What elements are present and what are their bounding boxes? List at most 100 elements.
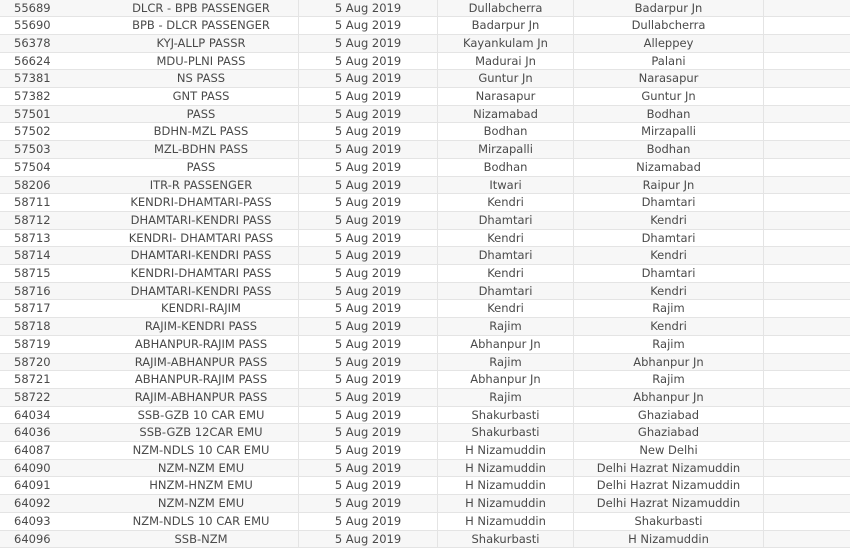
empty-cell	[763, 52, 850, 71]
train-name-cell: RAJIM-KENDRI PASS	[104, 317, 299, 336]
train-number-cell: 64092	[0, 494, 104, 513]
date-cell: 5 Aug 2019	[298, 299, 438, 319]
table-row: 55689 DLCR - BPB PASSENGER 5 Aug 2019 Dulla…	[0, 0, 850, 18]
from-station-cell: Mirzapalli	[437, 140, 574, 159]
table-row: 64090 NZM-NZM EMU 5 Aug 2019 H Nizamuddin De…	[0, 459, 850, 478]
train-name-cell: ABHANPUR-RAJIM PASS	[104, 370, 299, 389]
date-cell: 5 Aug 2019	[298, 370, 438, 389]
table-row: 58711 KENDRI-DHAMTARI-PASS 5 Aug 2019 Kendr…	[0, 193, 850, 212]
to-station-cell: Abhanpur Jn	[573, 388, 764, 407]
train-number-cell: 58206	[0, 176, 104, 195]
date-cell: 5 Aug 2019	[298, 282, 438, 301]
from-station-cell: Dhamtari	[437, 282, 574, 301]
from-station-cell: Narasapur	[437, 87, 574, 106]
table-row: 58715 KENDRI-DHAMTARI PASS 5 Aug 2019 Kendr…	[0, 264, 850, 283]
empty-cell	[763, 211, 850, 230]
from-station-cell: Shakurbasti	[437, 406, 574, 425]
from-station-cell: Bodhan	[437, 158, 574, 177]
date-cell: 5 Aug 2019	[298, 158, 438, 177]
date-cell: 5 Aug 2019	[298, 476, 438, 496]
table-row: 57381 NS PASS 5 Aug 2019 Guntur Jn Narasapur	[0, 69, 850, 89]
date-cell: 5 Aug 2019	[298, 229, 438, 248]
train-name-cell: SSB-NZM	[104, 530, 299, 549]
empty-cell	[763, 193, 850, 212]
train-name-cell: MZL-BDHN PASS	[104, 140, 299, 159]
train-number-cell: 58713	[0, 229, 104, 248]
train-number-cell: 58716	[0, 282, 104, 301]
from-station-cell: Dhamtari	[437, 246, 574, 266]
from-station-cell: H Nizamuddin	[437, 441, 574, 460]
table-row: 64096 SSB-NZM 5 Aug 2019 Shakurbasti H Nizam…	[0, 530, 850, 549]
empty-cell	[763, 122, 850, 142]
train-number-cell: 58718	[0, 317, 104, 336]
table-row: 64036 SSB-GZB 12CAR EMU 5 Aug 2019 Shakurba…	[0, 423, 850, 443]
table-row: 58713 KENDRI- DHAMTARI PASS 5 Aug 2019 Kend…	[0, 229, 850, 248]
train-name-cell: HNZM-HNZM EMU	[104, 476, 299, 496]
to-station-cell: Delhi Hazrat Nizamuddin	[573, 494, 764, 513]
table-row: 58712 DHAMTARI-KENDRI PASS 5 Aug 2019 Dhamt…	[0, 211, 850, 230]
date-cell: 5 Aug 2019	[298, 193, 438, 212]
empty-cell	[763, 441, 850, 460]
table-row: 57501 PASS 5 Aug 2019 Nizamabad Bodhan	[0, 105, 850, 124]
train-name-cell: KENDRI-DHAMTARI PASS	[104, 264, 299, 283]
from-station-cell: Madurai Jn	[437, 52, 574, 71]
from-station-cell: Badarpur Jn	[437, 16, 574, 35]
train-name-cell: DHAMTARI-KENDRI PASS	[104, 211, 299, 230]
to-station-cell: Alleppey	[573, 34, 764, 53]
train-name-cell: PASS	[104, 158, 299, 177]
to-station-cell: Kendri	[573, 211, 764, 230]
train-number-cell: 57504	[0, 158, 104, 177]
table-row: 58716 DHAMTARI-KENDRI PASS 5 Aug 2019 Dhamt…	[0, 282, 850, 301]
table-row: 58717 KENDRI-RAJIM 5 Aug 2019 Kendri Rajim	[0, 299, 850, 319]
empty-cell	[763, 530, 850, 549]
train-name-cell: GNT PASS	[104, 87, 299, 106]
to-station-cell: Raipur Jn	[573, 176, 764, 195]
to-station-cell: Palani	[573, 52, 764, 71]
from-station-cell: Kendri	[437, 193, 574, 212]
table-row: 64093 NZM-NDLS 10 CAR EMU 5 Aug 2019 H Niza…	[0, 512, 850, 531]
date-cell: 5 Aug 2019	[298, 122, 438, 142]
train-name-cell: NZM-NZM EMU	[104, 494, 299, 513]
date-cell: 5 Aug 2019	[298, 69, 438, 89]
from-station-cell: Bodhan	[437, 122, 574, 142]
train-name-cell: KENDRI- DHAMTARI PASS	[104, 229, 299, 248]
train-number-cell: 57382	[0, 87, 104, 106]
from-station-cell: Rajim	[437, 317, 574, 336]
date-cell: 5 Aug 2019	[298, 140, 438, 159]
from-station-cell: Shakurbasti	[437, 530, 574, 549]
train-number-cell: 58714	[0, 246, 104, 266]
to-station-cell: Rajim	[573, 299, 764, 319]
table-row: 64034 SSB-GZB 10 CAR EMU 5 Aug 2019 Shakurb…	[0, 406, 850, 425]
train-number-cell: 56624	[0, 52, 104, 71]
empty-cell	[763, 282, 850, 301]
to-station-cell: Kendri	[573, 282, 764, 301]
to-station-cell: Delhi Hazrat Nizamuddin	[573, 459, 764, 478]
from-station-cell: H Nizamuddin	[437, 494, 574, 513]
date-cell: 5 Aug 2019	[298, 317, 438, 336]
train-name-cell: ABHANPUR-RAJIM PASS	[104, 335, 299, 354]
from-station-cell: Kendri	[437, 229, 574, 248]
empty-cell	[763, 512, 850, 531]
train-name-cell: SSB-GZB 10 CAR EMU	[104, 406, 299, 425]
train-number-cell: 64096	[0, 530, 104, 549]
table-row: 64091 HNZM-HNZM EMU 5 Aug 2019 H Nizamuddin…	[0, 476, 850, 496]
date-cell: 5 Aug 2019	[298, 406, 438, 425]
train-number-cell: 56378	[0, 34, 104, 53]
empty-cell	[763, 317, 850, 336]
empty-cell	[763, 388, 850, 407]
date-cell: 5 Aug 2019	[298, 512, 438, 531]
date-cell: 5 Aug 2019	[298, 0, 438, 18]
to-station-cell: H Nizamuddin	[573, 530, 764, 549]
table-row: 57503 MZL-BDHN PASS 5 Aug 2019 Mirzapalli Bo…	[0, 140, 850, 159]
train-number-cell: 64090	[0, 459, 104, 478]
empty-cell	[763, 105, 850, 124]
train-name-cell: NZM-NDLS 10 CAR EMU	[104, 512, 299, 531]
to-station-cell: Bodhan	[573, 105, 764, 124]
train-name-cell: RAJIM-ABHANPUR PASS	[104, 388, 299, 407]
train-name-cell: BPB - DLCR PASSENGER	[104, 16, 299, 35]
table-row: 58718 RAJIM-KENDRI PASS 5 Aug 2019 Rajim Ken…	[0, 317, 850, 336]
from-station-cell: Abhanpur Jn	[437, 370, 574, 389]
from-station-cell: Guntur Jn	[437, 69, 574, 89]
from-station-cell: Rajim	[437, 353, 574, 372]
